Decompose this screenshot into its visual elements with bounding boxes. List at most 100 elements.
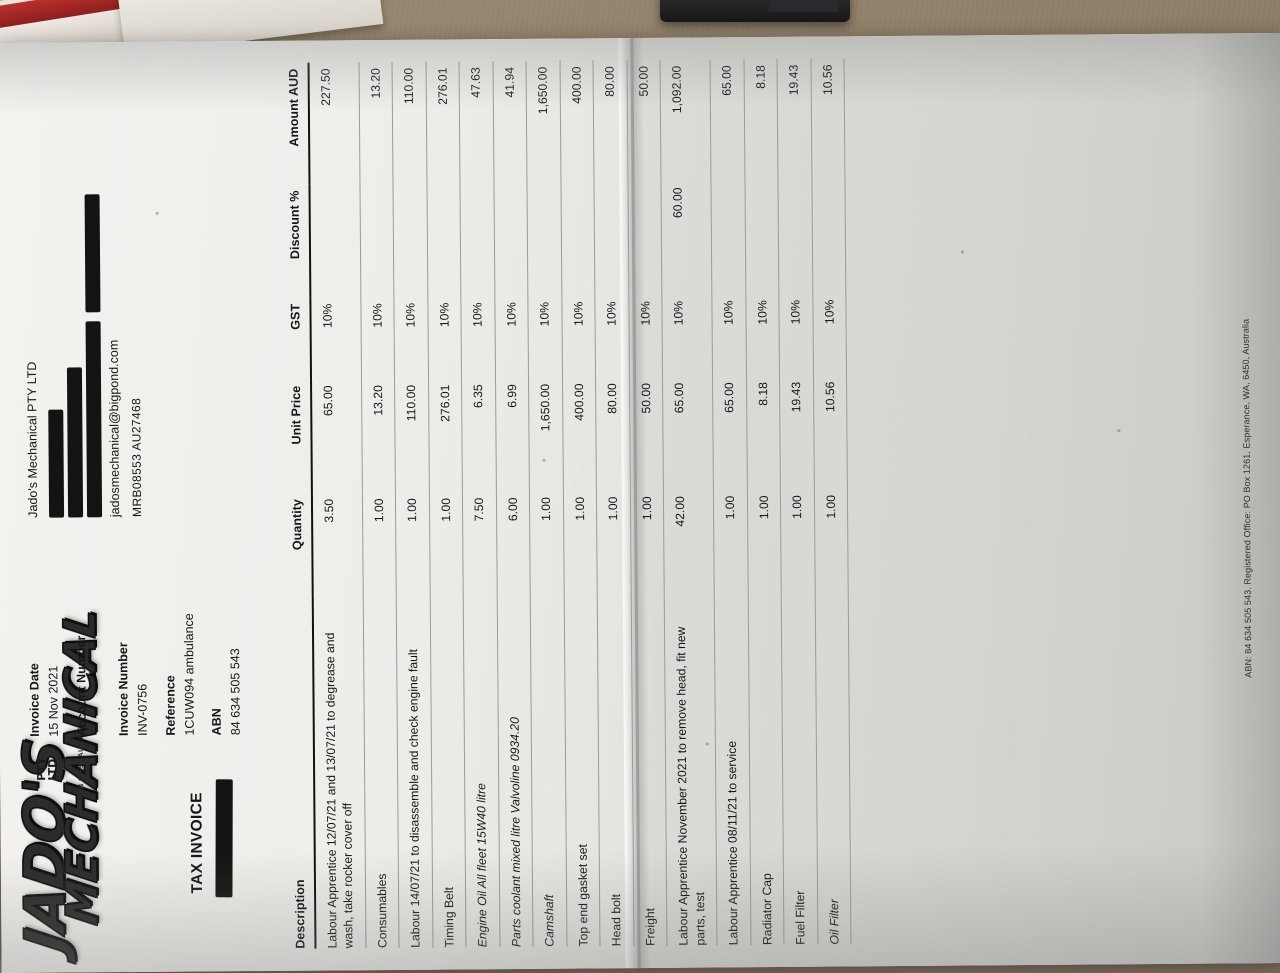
cell-unit-price: 65.00 (662, 376, 714, 491)
table-row: Labour Apprentice 12/07/21 and 13/07/21 … (308, 62, 366, 949)
paper-speck (542, 458, 546, 462)
cell-unit-price: 110.00 (394, 378, 430, 493)
cell-discount (594, 181, 629, 296)
company-address-line1 (43, 88, 64, 518)
paper-speck (705, 742, 709, 746)
cell-quantity: 42.00 (663, 489, 715, 594)
cell-quantity: 1.00 (813, 488, 849, 592)
account-number-label: Account Number (73, 635, 89, 737)
abn-label: ABN (209, 708, 225, 736)
line-items-table-wrapper: Description Quantity Unit Price GST Disc… (286, 58, 852, 949)
cell-quantity: 1.00 (630, 490, 665, 594)
cell-unit-price: 1,650.00 (528, 377, 564, 492)
cell-gst: 10% (360, 297, 395, 380)
line-items-table: Description Quantity Unit Price GST Disc… (286, 58, 852, 949)
paper-shadow-right (1194, 32, 1280, 964)
cell-gst: 10% (461, 296, 496, 379)
cell-quantity: 3.50 (311, 492, 364, 596)
invoice-paper-sheet: JADO'S MECHANICAL PTY LTD MRB 08553 AU 2… (0, 32, 1280, 973)
cell-unit-price: 276.01 (428, 378, 463, 493)
cell-quantity: 1.00 (596, 490, 631, 594)
cell-quantity: 7.50 (462, 491, 498, 595)
logo-pty-ltd: PTY LTD (35, 757, 59, 781)
cell-gst: 10% (427, 296, 462, 379)
cell-gst: 10% (394, 296, 429, 379)
cell-quantity: 1.00 (395, 492, 431, 596)
company-details-block: Jado's Mechanical PTY LTD jadosmechanica… (21, 87, 147, 518)
cell-quantity: 1.00 (529, 491, 564, 595)
cell-discount (811, 180, 846, 294)
cell-unit-price: 65.00 (712, 376, 747, 490)
paper-shadow-top (0, 32, 1280, 114)
cell-discount (359, 183, 395, 298)
column-header-quantity: Quantity (289, 499, 305, 551)
cell-quantity: 1.00 (780, 489, 815, 593)
paper-speck (1117, 429, 1121, 433)
cell-discount (493, 182, 529, 297)
cell-discount (627, 181, 663, 296)
invoice-date-label: Invoice Date (27, 663, 42, 737)
company-name: Jado's Mechanical PTY LTD (24, 361, 41, 518)
cell-gst: 10% (494, 296, 529, 379)
redaction-bar (66, 367, 83, 518)
cell-unit-price: 400.00 (562, 377, 597, 492)
abn-value: 84 634 505 543 (228, 648, 243, 736)
company-address-line2 (62, 87, 83, 518)
cell-gst: 10% (595, 295, 630, 378)
reference-label: Reference (163, 675, 178, 736)
cell-discount (744, 180, 779, 295)
invoice-document: JADO'S MECHANICAL PTY LTD MRB 08553 AU 2… (4, 33, 1271, 973)
cell-discount (393, 183, 428, 298)
cell-gst: 10% (662, 294, 713, 377)
invoice-number-label: Invoice Number (116, 642, 132, 737)
cell-quantity: 1.00 (746, 489, 782, 593)
table-body: Labour Apprentice 12/07/21 and 13/07/21 … (308, 58, 851, 949)
cell-quantity: 6.00 (496, 491, 531, 595)
cell-discount (460, 182, 495, 297)
cell-unit-price: 10.56 (813, 375, 848, 490)
invoice-date-value: 15 Nov 2021 (46, 665, 61, 737)
cell-quantity: 1.00 (362, 492, 397, 596)
cell-quantity: 1.00 (563, 490, 598, 594)
account-number-value (89, 526, 106, 736)
cell-discount (560, 182, 596, 296)
cell-unit-price: 6.99 (495, 377, 530, 492)
column-header-unit-price: Unit Price (289, 385, 304, 445)
redaction-bar (84, 193, 101, 312)
paper-speck (961, 250, 965, 254)
cell-quantity: 1.00 (429, 491, 464, 595)
cell-unit-price: 8.18 (746, 375, 781, 490)
table-row: Labour Apprentice November 2021 to remov… (660, 59, 718, 946)
redaction-bar (85, 321, 102, 518)
cell-gst: 10% (778, 293, 814, 376)
cell-unit-price: 19.43 (779, 375, 814, 490)
column-header-gst: GST (288, 303, 303, 330)
paper-speck (155, 211, 159, 215)
cell-unit-price: 65.00 (311, 379, 363, 494)
paper-shadow-bottom (0, 842, 1280, 973)
cell-discount (527, 182, 562, 297)
company-email[interactable]: jadosmechanical@bigpond.com (107, 339, 123, 518)
cell-unit-price: 50.00 (629, 376, 664, 491)
cell-discount: 60.00 (661, 181, 712, 296)
redaction-bar (47, 409, 64, 518)
cell-gst: 10% (745, 294, 780, 377)
cell-discount (309, 184, 361, 298)
cell-gst: 10% (628, 295, 663, 378)
cell-gst: 10% (528, 295, 563, 378)
cell-discount (711, 181, 746, 295)
cell-gst: 10% (711, 294, 747, 377)
cell-discount (778, 180, 813, 295)
cell-gst: 10% (561, 295, 596, 378)
invoice-number-value: INV-0756 (135, 683, 150, 736)
cell-quantity: 1.00 (713, 489, 748, 593)
cell-discount (426, 183, 462, 297)
cell-unit-price: 13.20 (361, 378, 396, 493)
background-dark-object-secondary (768, 0, 842, 12)
company-address-line3 (81, 87, 102, 518)
cell-gst: 10% (812, 293, 847, 376)
company-licence-numbers: MRB08553 AU27468 (128, 397, 144, 518)
cell-gst: 10% (310, 297, 362, 380)
cell-unit-price: 6.35 (461, 378, 497, 492)
